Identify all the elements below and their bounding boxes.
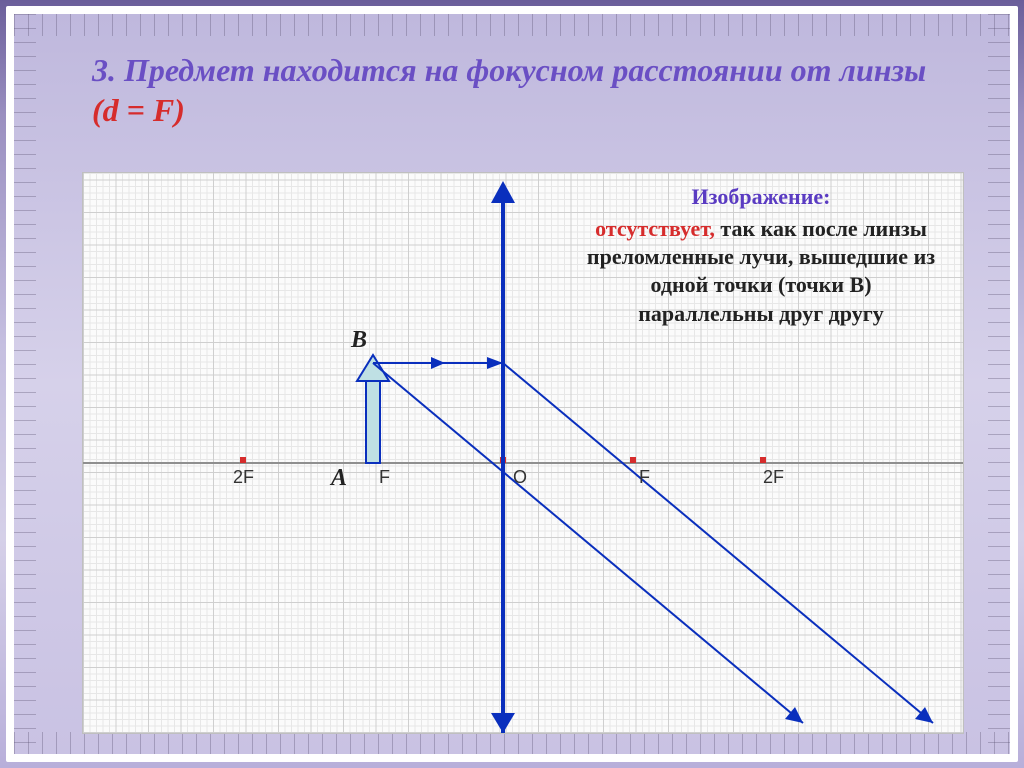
label-B: B — [351, 327, 367, 354]
ruler-right — [988, 14, 1010, 754]
tick-2F-right — [760, 457, 766, 463]
object-body — [366, 371, 380, 463]
slide-background: 3. Предмет находится на фокусном расстоя… — [0, 0, 1024, 768]
label-A: A — [331, 465, 347, 492]
diagram-panel: Изображение: отсутствует, так как после … — [82, 172, 964, 734]
caption-absent: отсутствует, — [595, 216, 715, 241]
caption: Изображение: отсутствует, так как после … — [581, 183, 941, 328]
tick-2F-left — [240, 457, 246, 463]
ray-parallel-arrowhead-start — [431, 357, 445, 369]
label-F-left: F — [379, 467, 390, 488]
object-arrowhead — [357, 355, 389, 381]
label-F-right: F — [639, 467, 650, 488]
lens-arrow-up — [491, 181, 515, 203]
ray-through-center — [373, 363, 803, 723]
caption-header: Изображение: — [581, 183, 941, 211]
ruler-top — [14, 14, 1010, 36]
slide-frame: 3. Предмет находится на фокусном расстоя… — [6, 6, 1018, 762]
ruler-left — [14, 14, 36, 754]
label-O: O — [513, 467, 527, 488]
tick-F-right — [630, 457, 636, 463]
title-text: 3. Предмет находится на фокусном расстоя… — [92, 52, 926, 88]
ray-parallel-arrowhead-mid — [487, 357, 503, 369]
caption-body: отсутствует, так как после линзы преломл… — [581, 215, 941, 328]
slide-title: 3. Предмет находится на фокусном расстоя… — [92, 50, 950, 130]
title-condition: (d = F) — [92, 92, 185, 128]
ray-parallel-seg2 — [503, 363, 933, 723]
lens-arrow-down — [491, 713, 515, 733]
label-2F-right: 2F — [763, 467, 784, 488]
label-2F-left: 2F — [233, 467, 254, 488]
ruler-bottom — [14, 732, 1010, 754]
